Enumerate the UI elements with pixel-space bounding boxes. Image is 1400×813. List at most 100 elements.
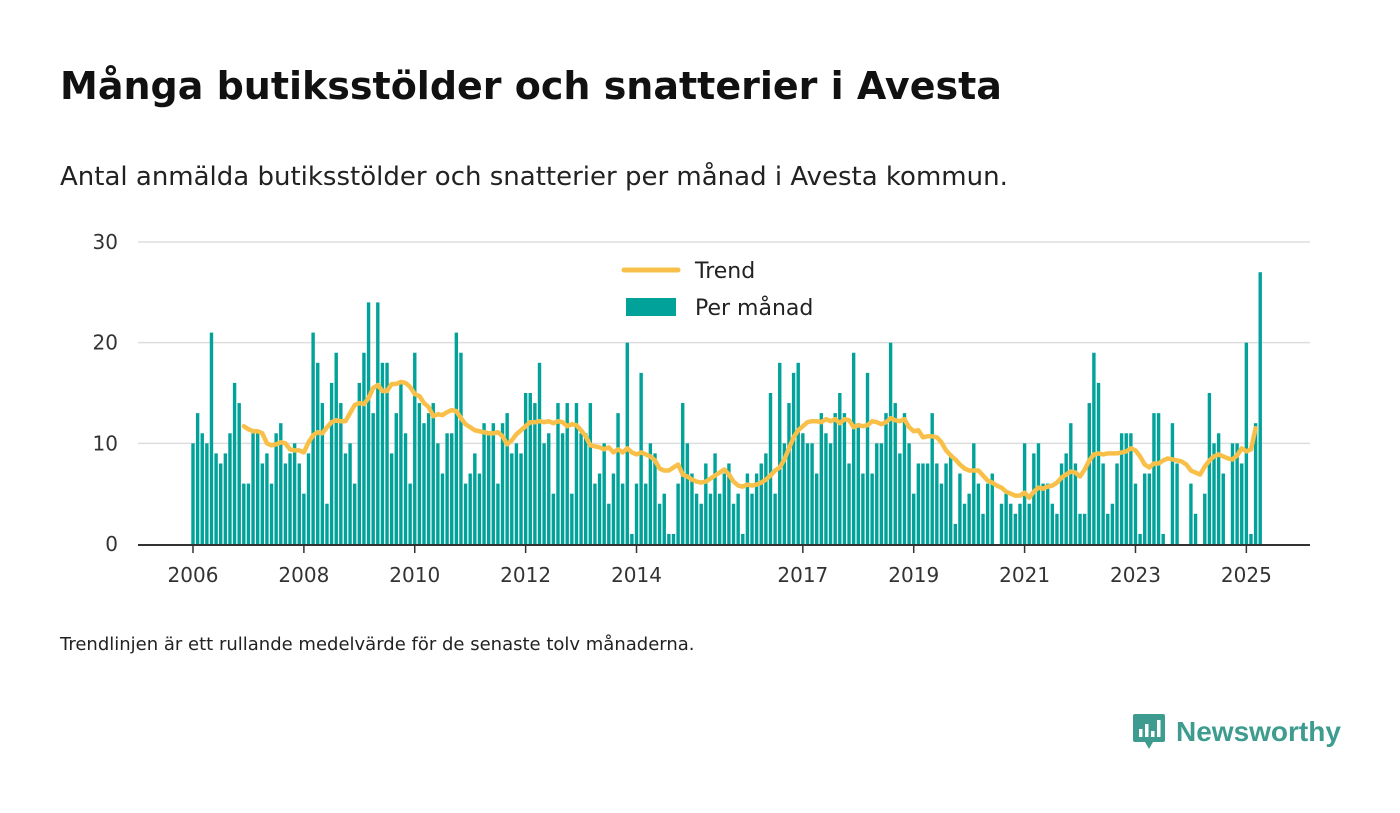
bar — [325, 503, 329, 544]
bar — [847, 463, 851, 544]
bar — [824, 433, 828, 544]
bar — [939, 483, 944, 544]
bar — [454, 332, 459, 544]
trend-line — [241, 379, 1258, 500]
bar — [861, 473, 865, 544]
bar — [574, 403, 579, 544]
bar — [879, 443, 884, 544]
bar — [838, 393, 842, 544]
bar — [708, 493, 713, 544]
bar — [426, 413, 431, 544]
legend-bar-swatch — [626, 298, 676, 316]
bar — [884, 413, 888, 544]
bar — [265, 453, 269, 544]
bar — [232, 382, 237, 544]
bar — [888, 342, 893, 544]
x-tick-label: 2025 — [1221, 563, 1272, 587]
bar — [237, 403, 241, 544]
bar — [283, 463, 288, 544]
bar — [805, 443, 810, 544]
bar — [676, 483, 680, 544]
bar — [588, 403, 593, 544]
bar — [768, 393, 773, 544]
bar — [634, 483, 639, 544]
bar — [394, 413, 398, 544]
bar — [1249, 533, 1253, 544]
bar — [302, 493, 306, 544]
legend-bar-label: Per månad — [695, 295, 813, 321]
chart-title: Många butiksstölder och snatterier i Ave… — [60, 64, 1002, 108]
bar — [1101, 463, 1105, 544]
bar — [1059, 463, 1064, 544]
bar — [764, 453, 768, 544]
bar — [796, 362, 800, 544]
bar — [856, 423, 860, 544]
bar — [819, 413, 824, 544]
bar — [500, 423, 505, 544]
bar — [422, 423, 426, 544]
bar — [205, 443, 209, 544]
bar — [1147, 473, 1152, 544]
bar — [496, 483, 500, 544]
bar — [366, 302, 371, 544]
bar — [745, 473, 750, 544]
bar — [750, 493, 754, 544]
bar — [440, 473, 445, 544]
x-tick-label: 2012 — [500, 563, 551, 587]
bar — [408, 483, 412, 544]
bar — [251, 433, 255, 544]
bar — [828, 443, 833, 544]
bar — [1244, 342, 1249, 544]
bar — [620, 483, 625, 544]
bar — [907, 443, 911, 544]
bar — [1110, 503, 1115, 544]
bar — [556, 403, 560, 544]
bar — [851, 352, 856, 544]
bar — [815, 473, 819, 544]
bar — [413, 352, 417, 544]
bar — [297, 463, 301, 544]
bar — [385, 362, 389, 544]
y-tick-label: 10 — [93, 431, 118, 455]
bar — [274, 433, 278, 544]
bar — [357, 382, 362, 544]
bar — [1069, 423, 1073, 544]
bar — [537, 362, 542, 544]
brand: Newsworthy — [1132, 712, 1341, 752]
bar — [1175, 463, 1179, 544]
bar — [1138, 533, 1142, 544]
bar — [459, 352, 463, 544]
bar — [953, 523, 957, 544]
bar — [990, 473, 994, 544]
bar — [1119, 433, 1124, 544]
bar — [801, 433, 805, 544]
bar — [607, 503, 611, 544]
bar — [1161, 533, 1165, 544]
bar — [671, 533, 676, 544]
bar — [399, 382, 403, 544]
bar — [1046, 483, 1050, 544]
bar — [353, 483, 357, 544]
bar — [1036, 443, 1041, 544]
bar — [902, 413, 907, 544]
bar — [505, 413, 509, 544]
bar — [1240, 463, 1244, 544]
bar — [602, 443, 606, 544]
bar — [510, 453, 514, 544]
bar — [219, 463, 223, 544]
bar — [1055, 513, 1059, 544]
bar — [306, 453, 311, 544]
bar — [727, 463, 731, 544]
bar — [1133, 483, 1138, 544]
bar — [376, 302, 380, 544]
bar — [787, 403, 791, 544]
bar — [1129, 433, 1133, 544]
y-tick-label: 20 — [93, 331, 118, 355]
bar — [731, 503, 736, 544]
y-axis-tick-labels: 0 10 20 30 — [93, 230, 118, 556]
bar — [1115, 463, 1119, 544]
bar — [380, 362, 385, 544]
bar — [1152, 413, 1156, 544]
bar — [930, 413, 934, 544]
bar — [528, 393, 532, 544]
